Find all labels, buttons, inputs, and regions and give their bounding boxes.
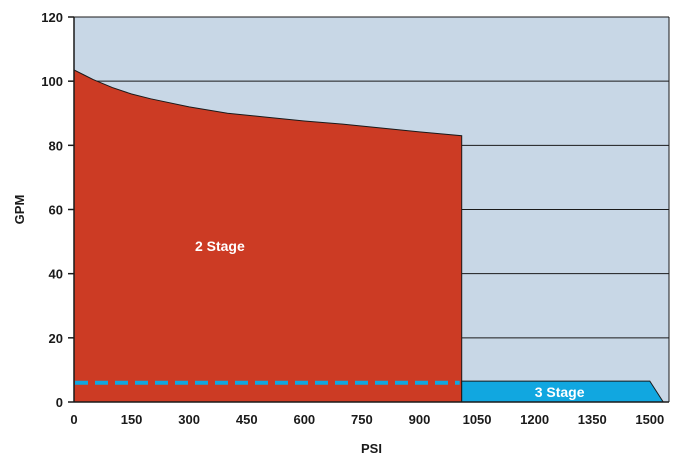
x-axis-title: PSI (361, 441, 382, 456)
x-tick-label: 1050 (463, 412, 492, 427)
x-tick-label: 900 (409, 412, 431, 427)
y-tick-label: 0 (56, 395, 63, 410)
y-tick-label: 120 (41, 10, 63, 25)
y-tick-label: 100 (41, 74, 63, 89)
x-tick-label: 300 (178, 412, 200, 427)
y-tick-labels: 0 20 40 60 80 100 120 (41, 10, 74, 410)
series-label-2-stage: 2 Stage (195, 238, 245, 254)
area-2-stage (73, 69, 463, 403)
x-tick-label: 450 (236, 412, 258, 427)
x-tick-label: 1500 (635, 412, 664, 427)
x-tick-label: 150 (121, 412, 143, 427)
y-tick-label: 20 (49, 331, 63, 346)
y-tick-label: 80 (49, 138, 63, 153)
x-tick-label: 1350 (578, 412, 607, 427)
x-tick-label: 600 (293, 412, 315, 427)
series-label-3-stage: 3 Stage (535, 384, 585, 400)
x-tick-label: 750 (351, 412, 373, 427)
y-tick-label: 60 (49, 203, 63, 218)
x-tick-labels: 0 150 300 450 600 750 900 1050 1200 1350 1500 (70, 412, 664, 427)
y-axis-title: GPM (12, 195, 27, 225)
x-tick-label: 0 (70, 412, 77, 427)
x-tick-label: 1200 (520, 412, 549, 427)
y-tick-label: 40 (49, 267, 63, 282)
